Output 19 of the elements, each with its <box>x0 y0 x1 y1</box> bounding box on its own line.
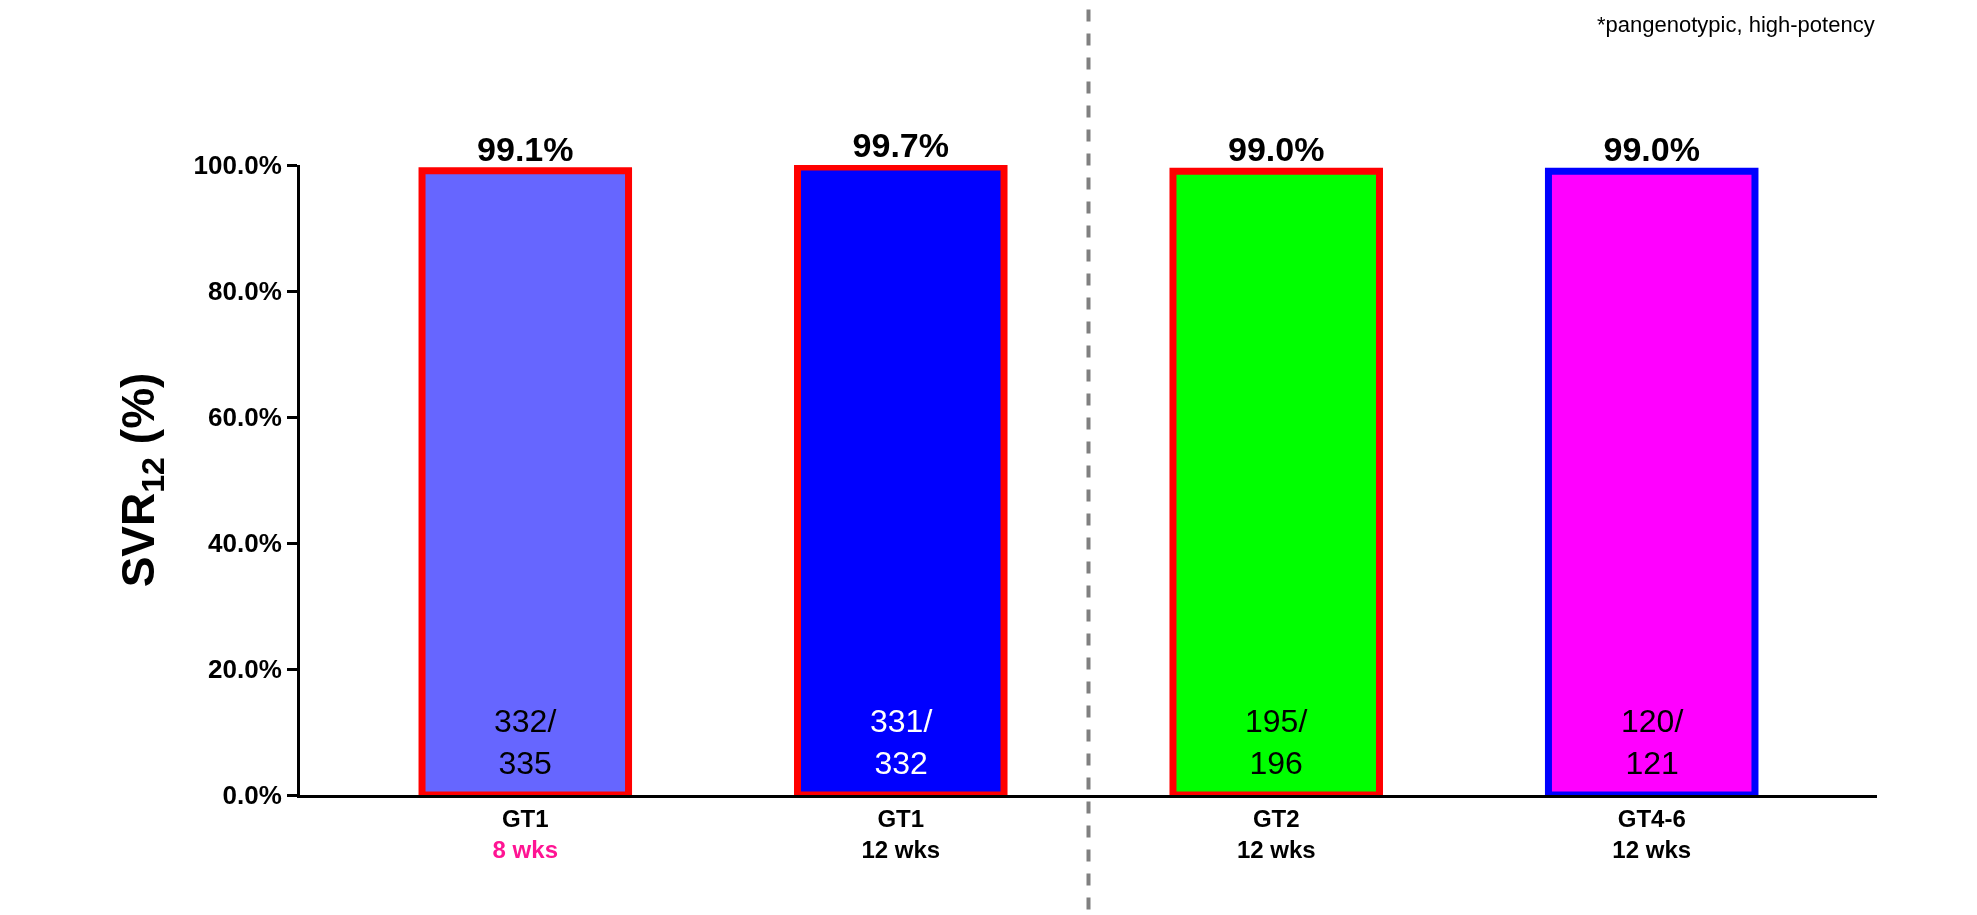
data-label: 99.0% <box>1603 130 1700 169</box>
x-tick-label: GT1 8 wks <box>492 804 558 863</box>
y-tick-label: 80.0% <box>208 276 282 307</box>
x-tick-label: GT4-6 12 wks <box>1612 804 1692 863</box>
annotation: 120/ 121 <box>1621 703 1684 781</box>
annotation: 331/ 332 <box>870 703 933 781</box>
x-tick-label: GT1 12 wks <box>861 804 941 863</box>
data-label: 99.1% <box>477 129 574 168</box>
data-label: 99.0% <box>1228 130 1325 169</box>
annotation: 332/ 335 <box>494 703 557 781</box>
data-label: 99.7% <box>852 125 949 164</box>
y-tick-label: 100.0% <box>193 150 282 181</box>
y-tick-label: 0.0% <box>222 780 282 811</box>
annotation: 195/ 196 <box>1245 703 1308 781</box>
y-tick-label: 20.0% <box>208 654 282 685</box>
x-tick-label: GT2 12 wks <box>1236 804 1316 863</box>
y-tick-label: 40.0% <box>208 528 282 559</box>
y-tick-label: 60.0% <box>208 402 282 433</box>
text: *pangenotypic, high-potency <box>1597 12 1875 37</box>
